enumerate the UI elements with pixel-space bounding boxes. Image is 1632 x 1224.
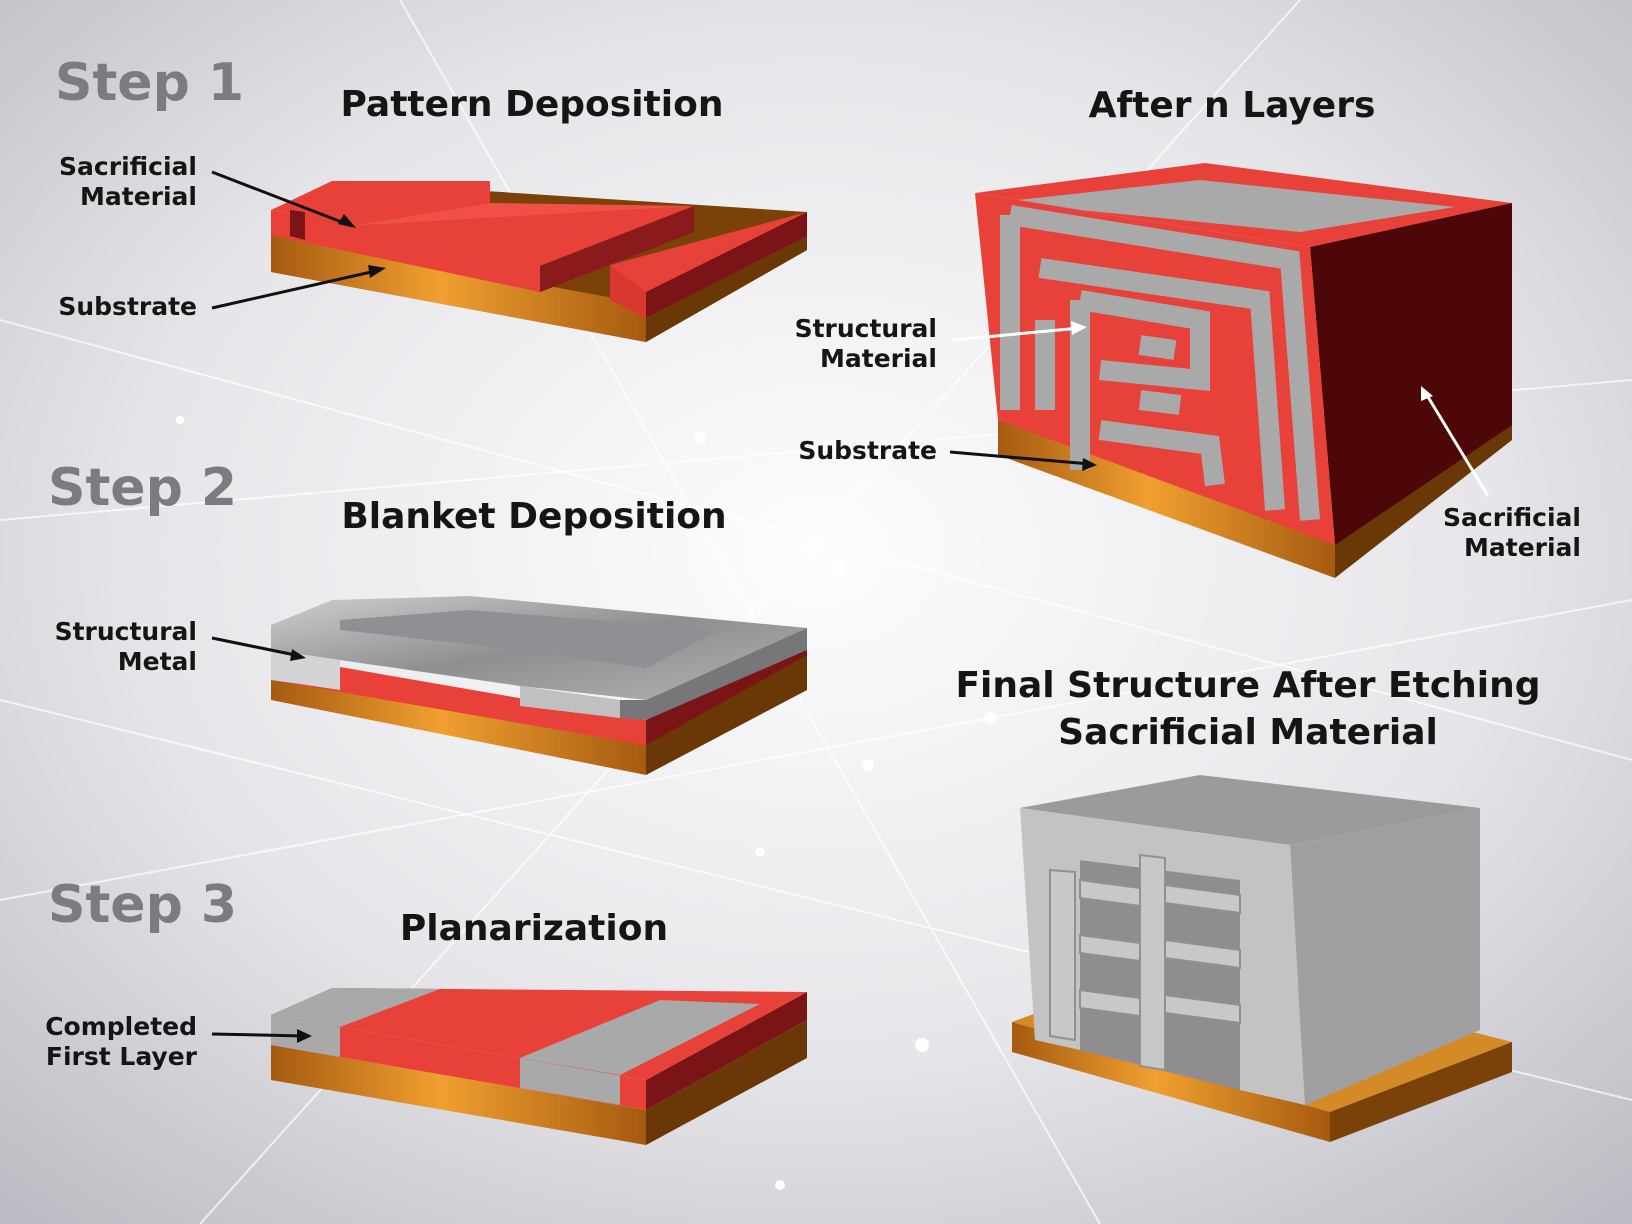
sacrificial-n-layers-arrow (1423, 391, 1490, 497)
completed-first-layer-label-line2: First Layer (46, 1042, 198, 1071)
after-n-layers-title: After n Layers (1089, 85, 1376, 126)
final-structure-title: Final Structure After Etching (955, 665, 1540, 706)
structural-metal-arrow (211, 636, 301, 658)
completed-first-layer-label: Completed (45, 1012, 197, 1041)
step-3-section: Step 3 Planarization Completed First Lay… (45, 875, 807, 1145)
substrate-n-layers-label: Substrate (798, 436, 937, 465)
sacrificial-n-layers-label-line2: Material (1464, 533, 1581, 562)
sacrificial-material-arrow (211, 170, 353, 228)
step-1-block (271, 181, 807, 342)
substrate-label: Substrate (58, 292, 197, 321)
sacrificial-material-label: Sacrificial (59, 152, 197, 181)
after-n-layers-section: After n Layers (795, 85, 1581, 578)
step-3-label: Step 3 (48, 875, 237, 935)
step-3-block (271, 988, 807, 1145)
structural-material-label-line2: Material (820, 344, 937, 373)
structural-material-label: Structural (795, 314, 937, 343)
sacrificial-n-layers-label: Sacrificial (1443, 503, 1581, 532)
after-n-layers-block (975, 163, 1512, 578)
substrate-n-layers-arrow (949, 450, 1091, 466)
final-structure-title-line2: Sacrificial Material (1058, 712, 1438, 753)
sacrificial-material-label-line2: Material (80, 182, 197, 211)
structural-material-arrow (952, 326, 1081, 342)
structural-metal-label-line2: Metal (118, 647, 197, 676)
step-2-block (271, 596, 807, 775)
substrate-arrow (211, 268, 381, 310)
final-structure-block (1012, 775, 1512, 1142)
step-1-label: Step 1 (55, 53, 244, 113)
step-2-label: Step 2 (48, 458, 237, 518)
completed-first-layer-arrow (211, 1032, 306, 1038)
step-2-title: Blanket Deposition (341, 496, 726, 537)
final-structure-section: Final Structure After Etching Sacrificia… (955, 665, 1541, 1142)
step-3-title: Planarization (400, 908, 668, 949)
step-2-section: Step 2 Blanket Deposition Structural Met… (48, 458, 807, 775)
step-1-title: Pattern Deposition (341, 84, 724, 125)
structural-metal-label: Structural (55, 617, 197, 646)
step-1-section: Step 1 Pattern Deposition Sacrificial Ma… (55, 53, 807, 342)
